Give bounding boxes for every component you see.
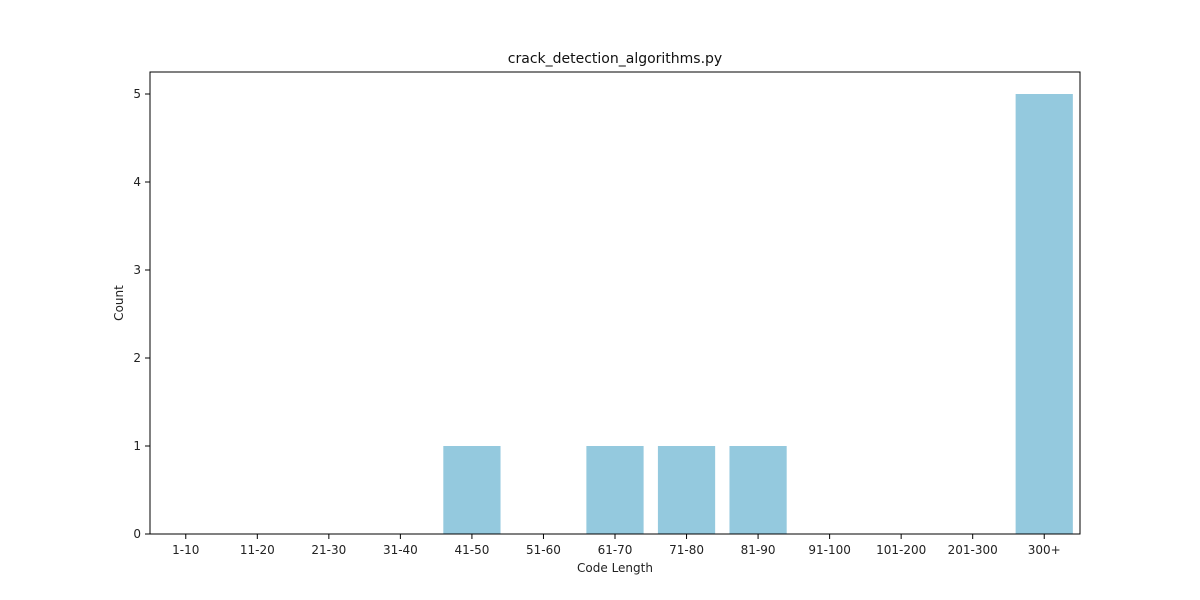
x-axis-ticks: 1-10 11-20 21-30 31-40 41-50 51-60 61-70 71-80 8… [172,534,1061,557]
y-tick-label: 1 [133,439,141,453]
x-tick-label: 41-50 [454,543,489,557]
x-tick-label: 21-30 [311,543,346,557]
x-tick-label: 300+ [1028,543,1061,557]
y-tick-label: 0 [133,527,141,541]
x-tick-label: 91-100 [808,543,851,557]
y-tick-label: 3 [133,263,141,277]
bar-81-90 [729,446,787,534]
chart-title: crack_detection_algorithms.py [508,51,722,67]
x-tick-label: 51-60 [526,543,561,557]
y-axis-label: Count [112,285,126,321]
x-tick-label: 1-10 [172,543,199,557]
x-tick-label: 61-70 [598,543,633,557]
y-tick-label: 5 [133,87,141,101]
bar-71-80 [657,446,716,534]
x-tick-label: 81-90 [741,543,776,557]
x-tick-label: 71-80 [669,543,704,557]
bars-group [443,94,1073,534]
y-tick-label: 4 [133,175,141,189]
bar-41-50 [443,446,501,534]
y-axis-ticks: 0 1 2 3 4 5 [133,87,150,541]
x-tick-label: 101-200 [876,543,926,557]
x-tick-label: 11-20 [240,543,275,557]
x-tick-label: 201-300 [948,543,998,557]
y-tick-label: 2 [133,351,141,365]
bar-300+ [1015,94,1073,534]
x-axis-label: Code Length [577,561,653,575]
bar-61-70 [586,446,644,534]
x-tick-label: 31-40 [383,543,418,557]
